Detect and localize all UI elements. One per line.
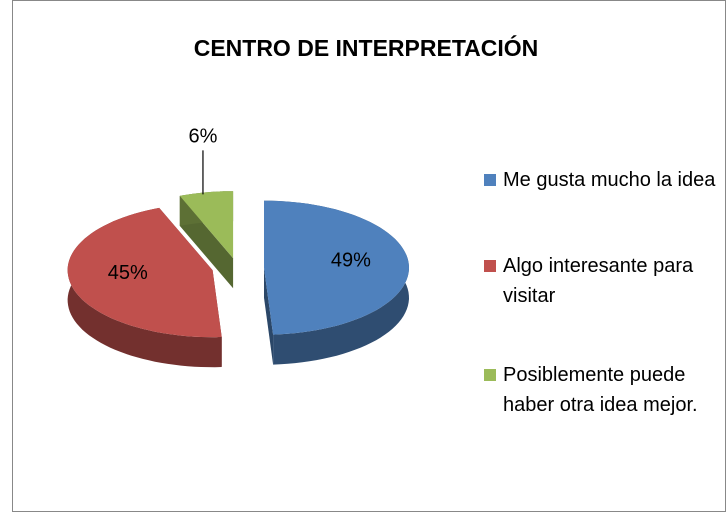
pie-slice — [67, 207, 222, 368]
legend-swatch — [484, 369, 496, 381]
legend-label: Posiblemente puede haber otra idea mejor… — [503, 364, 698, 416]
slice-wall — [264, 267, 274, 365]
legend-label: Me gusta mucho la idea — [503, 169, 716, 191]
legend-swatch — [484, 260, 496, 272]
data-label: 6% — [189, 126, 218, 148]
legend-item: Me gusta mucho la idea — [484, 165, 719, 195]
pie-slice — [264, 200, 409, 365]
slice-top — [264, 200, 409, 335]
slice-top — [179, 191, 234, 259]
data-label: 45% — [108, 262, 148, 284]
pie-slice — [179, 191, 234, 289]
legend-swatch — [484, 174, 496, 186]
legend-label: Algo interesante para visitar — [503, 255, 694, 307]
chart-title: CENTRO DE INTERPRETACIÓN — [194, 34, 539, 61]
slice-top — [67, 207, 222, 338]
data-label: 49% — [331, 250, 371, 272]
legend-item: Posiblemente puede haber otra idea mejor… — [484, 360, 719, 420]
legend-item: Algo interesante para visitar — [484, 251, 719, 311]
